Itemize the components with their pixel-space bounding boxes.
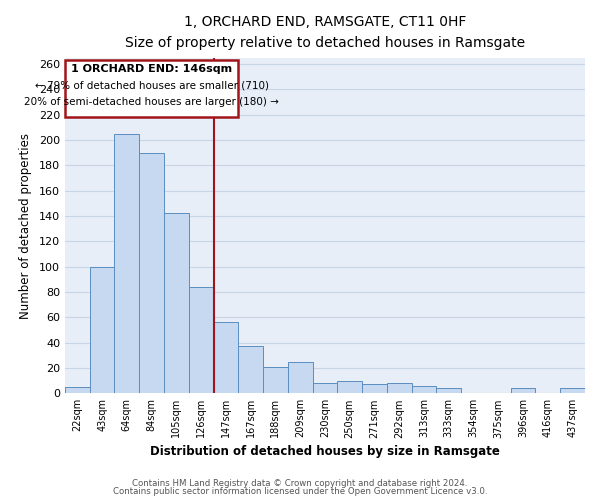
Bar (238, 346, 263, 394)
Bar (189, 287, 214, 394)
Bar (387, 383, 412, 394)
Bar (362, 384, 387, 394)
X-axis label: Distribution of detached houses by size in Ramsgate: Distribution of detached houses by size … (150, 444, 500, 458)
Title: 1, ORCHARD END, RAMSGATE, CT11 0HF
Size of property relative to detached houses : 1, ORCHARD END, RAMSGATE, CT11 0HF Size … (125, 15, 525, 50)
Bar (164, 214, 189, 394)
Bar (65, 387, 90, 394)
Text: ← 79% of detached houses are smaller (710): ← 79% of detached houses are smaller (71… (35, 80, 269, 90)
Bar (313, 383, 337, 394)
Bar (115, 134, 139, 394)
Text: Contains HM Land Registry data © Crown copyright and database right 2024.: Contains HM Land Registry data © Crown c… (132, 478, 468, 488)
Bar (436, 388, 461, 394)
Bar (511, 388, 535, 394)
Y-axis label: Number of detached properties: Number of detached properties (19, 132, 32, 318)
Bar (412, 386, 436, 394)
Bar (214, 322, 238, 394)
Text: 20% of semi-detached houses are larger (180) →: 20% of semi-detached houses are larger (… (24, 97, 279, 107)
Text: 1 ORCHARD END: 146sqm: 1 ORCHARD END: 146sqm (71, 64, 232, 74)
Bar (139, 152, 164, 394)
FancyBboxPatch shape (65, 60, 238, 117)
Bar (263, 366, 288, 394)
Bar (288, 362, 313, 394)
Bar (90, 266, 115, 394)
Text: Contains public sector information licensed under the Open Government Licence v3: Contains public sector information licen… (113, 487, 487, 496)
Bar (337, 380, 362, 394)
Bar (560, 388, 585, 394)
